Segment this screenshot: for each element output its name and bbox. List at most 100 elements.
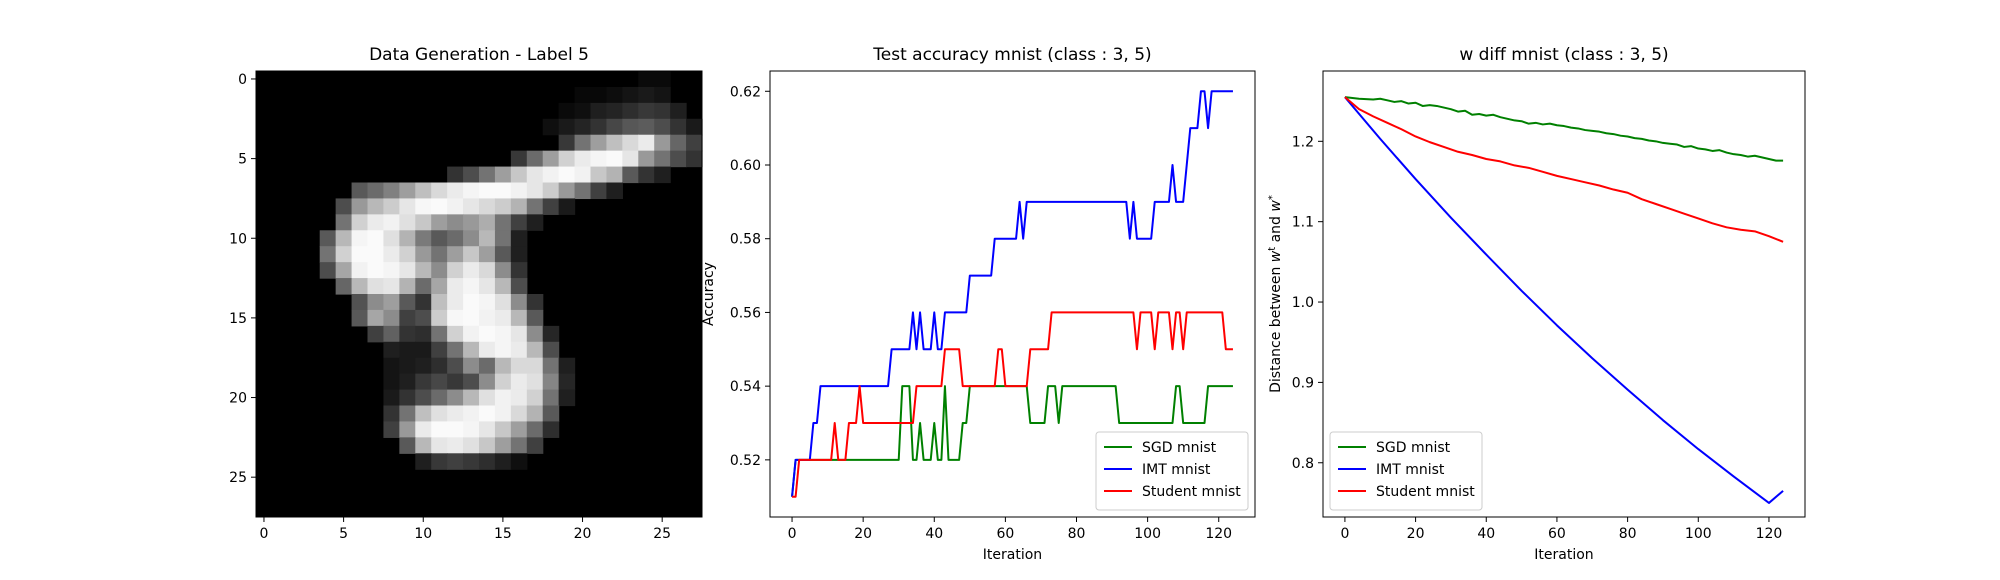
heatmap-pixel: [463, 357, 480, 375]
heatmap-pixel: [558, 150, 576, 168]
heatmap-pixel: [399, 230, 416, 247]
x-tick-label: 20: [574, 526, 592, 542]
heatmap-pixel: [383, 278, 400, 295]
heatmap-pixel: [463, 278, 480, 295]
heatmap-pixel: [479, 294, 496, 311]
heatmap-pixel: [479, 198, 496, 215]
heatmap-pixel: [415, 294, 432, 311]
heatmap-pixel: [447, 341, 464, 359]
y-tick-label: 5: [238, 152, 247, 168]
heatmap-pixel: [654, 166, 671, 184]
heatmap-pixel: [383, 182, 400, 200]
heatmap-pixel: [606, 118, 623, 136]
heatmap-pixel: [399, 357, 416, 375]
heatmap-pixel: [638, 166, 655, 184]
chart-title: Test accuracy mnist (class : 3, 5): [872, 45, 1151, 65]
heatmap-pixel: [654, 150, 671, 168]
heatmap-pixel: [638, 150, 655, 168]
heatmap-pixel: [510, 309, 528, 327]
heatmap-pixel: [670, 150, 687, 168]
heatmap-pixel: [494, 373, 512, 391]
y-tick-label: 0.58: [730, 232, 761, 248]
heatmap-pixel: [351, 309, 369, 327]
heatmap-pixel: [510, 182, 528, 200]
heatmap-pixel: [494, 357, 512, 375]
heatmap-pixel: [479, 262, 496, 279]
heatmap-pixel: [526, 294, 544, 311]
heatmap-panel: Data Generation - Label 5 0 5 10 15 20 25 0 5 10 1…: [229, 45, 703, 542]
heatmap-pixel: [654, 86, 671, 104]
heatmap-pixel: [415, 182, 432, 200]
heatmap-pixel: [415, 357, 432, 375]
heatmap-pixel: [415, 246, 432, 263]
heatmap-pixel: [510, 357, 528, 375]
legend-label: Student mnist: [1376, 484, 1475, 500]
heatmap-pixel: [351, 230, 369, 247]
heatmap-pixel: [431, 325, 448, 343]
heatmap-pixel: [574, 182, 592, 200]
x-tick-label: 100: [1134, 526, 1161, 542]
heatmap-pixel: [526, 357, 544, 375]
heatmap-pixel: [510, 214, 528, 231]
heatmap-pixel: [558, 357, 576, 375]
heatmap-frame: [255, 70, 703, 518]
heatmap-pixel: [526, 198, 544, 215]
heatmap-pixel: [479, 453, 496, 470]
heatmap-pixel: [447, 230, 464, 247]
y-tick-label: 25: [229, 470, 247, 486]
heatmap-pixel: [526, 341, 544, 359]
legend-label: IMT mnist: [1376, 462, 1445, 478]
heatmap-pixel: [494, 166, 512, 184]
heatmap-pixel: [383, 230, 400, 247]
heatmap-pixel: [383, 389, 400, 407]
y-axis-label: Distance between wt and w*: [1267, 195, 1285, 393]
heatmap-pixel: [479, 405, 496, 423]
heatmap-pixel: [383, 214, 400, 231]
heatmap-pixel: [494, 246, 512, 263]
heatmap-pixel: [319, 262, 337, 279]
heatmap-pixel: [526, 214, 544, 231]
heatmap-pixel: [479, 373, 496, 391]
heatmap-pixel: [638, 134, 655, 152]
heatmap-pixel: [494, 309, 512, 327]
legend: SGD mnist IMT mnist Student mnist: [1329, 431, 1483, 511]
heatmap-pixel: [415, 325, 432, 343]
heatmap-pixel: [351, 246, 369, 263]
heatmap-pixel: [510, 198, 528, 215]
heatmap-pixel: [463, 309, 480, 327]
y-tick-label: 1.2: [1292, 134, 1314, 150]
y-axis-label: Accuracy: [701, 262, 717, 326]
heatmap-pixel: [415, 453, 432, 470]
heatmap-pixel: [494, 325, 512, 343]
heatmap-pixel: [447, 453, 464, 470]
heatmap-pixel: [415, 230, 432, 247]
heatmap-pixel: [431, 182, 448, 200]
heatmap-pixel: [367, 294, 385, 311]
heatmap-pixel: [447, 437, 464, 454]
heatmap-pixel: [510, 325, 528, 343]
heatmap-pixel: [558, 118, 576, 136]
heatmap-pixel: [383, 262, 400, 279]
heatmap-pixel: [431, 309, 448, 327]
x-tick-label: 10: [414, 526, 432, 542]
x-tick-label: 15: [494, 526, 512, 542]
heatmap-pixel: [542, 118, 560, 136]
heatmap-pixel: [558, 389, 576, 407]
heatmap-pixel: [479, 214, 496, 231]
heatmap-pixel: [383, 294, 400, 311]
heatmap-pixel: [494, 230, 512, 247]
heatmap-pixel: [510, 437, 528, 454]
heatmap-pixel: [399, 294, 416, 311]
heatmap-pixel: [447, 278, 464, 295]
heatmap-pixel: [510, 373, 528, 391]
heatmap-pixel: [510, 421, 528, 438]
heatmap-pixel: [463, 182, 480, 200]
heatmap-pixel: [399, 405, 416, 423]
heatmap-pixel: [399, 182, 416, 200]
heatmap-pixel: [526, 150, 544, 168]
heatmap-pixel: [479, 341, 496, 359]
heatmap-pixel: [399, 421, 416, 438]
x-tick-label: 0: [260, 526, 269, 542]
heatmap-pixel: [494, 421, 512, 438]
heatmap-pixel: [622, 86, 639, 104]
